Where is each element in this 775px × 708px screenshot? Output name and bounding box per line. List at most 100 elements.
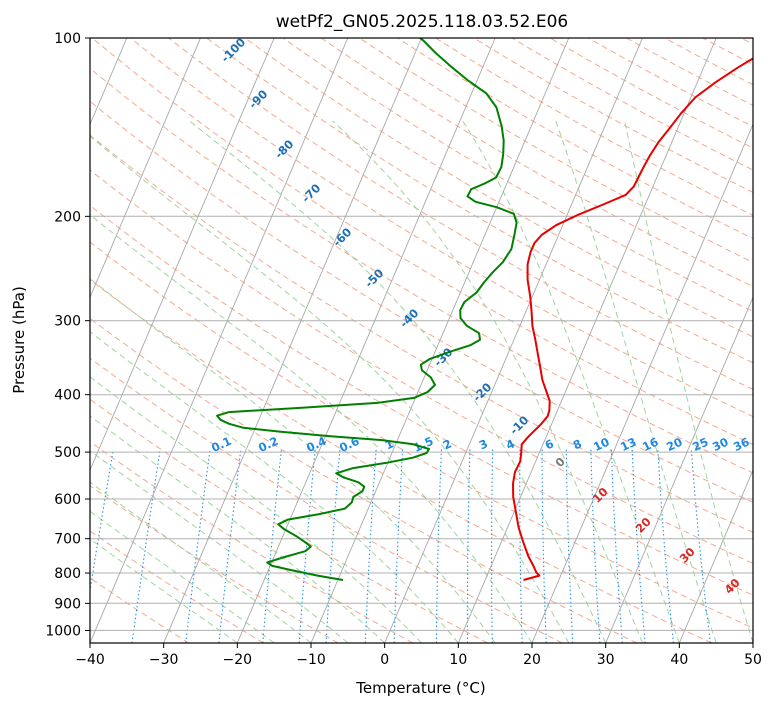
isotherm-line: [605, 296, 753, 643]
isotherm-line: [90, 38, 201, 299]
isotherm-line: [752, 641, 753, 643]
dry-adiabat-label: -80: [272, 137, 297, 162]
moist-adiabat-line: [90, 214, 533, 643]
dry-adiabat-line: [206, 38, 753, 364]
mixing-ratio-label: 10: [591, 435, 611, 454]
isotherm-line: [90, 38, 275, 472]
adiabat-labels: -100-90-80-70-60-50-40-30-20-10010203040…: [209, 35, 751, 597]
dewpoint-profile-line: [216, 38, 518, 581]
dry-adiabat-label: -60: [330, 225, 355, 250]
isotherm-line: [457, 38, 717, 643]
y-tick-label: 400: [54, 388, 81, 404]
dry-adiabat-line: [702, 38, 753, 65]
dry-adiabat-line: [90, 241, 753, 629]
moist-adiabat-line: [462, 120, 680, 643]
dry-adiabat-line: [90, 441, 414, 643]
x-tick-label: −10: [296, 652, 326, 668]
mixing-ratio-line: [490, 449, 494, 643]
y-tick-label: 700: [54, 532, 81, 548]
mixing-ratio-line: [519, 449, 523, 643]
mixing-ratio-line: [90, 449, 114, 595]
mixing-ratio-line: [657, 449, 674, 643]
mixing-ratio-line: [185, 449, 211, 643]
y-tick-label: 800: [54, 566, 81, 582]
dry-adiabat-line: [168, 38, 753, 390]
dry-adiabat-line: [435, 38, 753, 216]
x-tick-label: −40: [75, 652, 105, 668]
dry-adiabat-label: -100: [218, 35, 248, 65]
x-tick-label: 30: [597, 652, 615, 668]
mixing-ratio-line: [631, 449, 646, 643]
isotherm-line: [163, 38, 422, 643]
mixing-ratio-line: [565, 449, 574, 643]
x-tick-label: 40: [670, 652, 688, 668]
mixing-ratio-line: [218, 449, 242, 643]
moist-adiabat-line: [90, 376, 422, 643]
x-tick-label: −20: [223, 652, 253, 668]
dry-adiabat-line: [90, 398, 488, 643]
mixing-ratio-line: [435, 449, 443, 643]
moist-adiabat-line: [90, 450, 349, 643]
isotherm-line: [531, 123, 753, 643]
dry-adiabat-label: -90: [246, 87, 271, 112]
axis-ticks: −40 −30 −20 −10 0 10 20 30 40 5010020030040050060…: [45, 31, 762, 668]
x-tick-label: 20: [523, 652, 541, 668]
isotherm-line: [384, 38, 643, 643]
mixing-ratio-lines: [90, 449, 711, 643]
y-tick-label: 300: [54, 314, 81, 330]
dry-adiabat-line: [90, 577, 190, 643]
dry-adiabat-line: [90, 357, 563, 643]
x-axis-label: Temperature (°C): [355, 679, 485, 697]
x-tick-label: 50: [744, 652, 762, 668]
dry-adiabat-line: [549, 38, 753, 149]
dry-adiabat-label: -70: [299, 181, 324, 206]
mixing-ratio-label: 20: [664, 435, 684, 454]
mixing-ratio-label: 25: [690, 435, 710, 454]
moist-adiabat-line: [90, 278, 496, 643]
mixing-ratio-label: 30: [710, 435, 730, 454]
x-tick-label: −30: [149, 652, 179, 668]
dry-adiabat-line: [90, 67, 753, 474]
mixing-ratio-line: [325, 449, 341, 643]
y-tick-label: 100: [54, 31, 81, 47]
isobars: [90, 38, 753, 631]
y-tick-label: 1000: [45, 623, 81, 639]
background-lines: [90, 38, 753, 643]
dry-adiabat-line: [90, 317, 638, 643]
mixing-ratio-line: [393, 449, 404, 643]
mixing-ratio-label: 13: [618, 435, 638, 454]
moist-adiabat-line: [90, 510, 275, 643]
moist-adiabats: [90, 120, 753, 643]
temperature-profile-line: [512, 57, 753, 581]
isotherm-line: [678, 468, 753, 643]
dry-adiabat-line: [511, 38, 753, 171]
chart-title: wetPf2_GN05.2025.118.03.52.E06: [276, 12, 568, 32]
moist-adiabat-label: 20: [633, 515, 654, 536]
x-tick-label: 10: [449, 652, 467, 668]
isotherm-line: [310, 38, 570, 643]
mixing-ratio-line: [364, 449, 377, 643]
mixing-ratio-label: 8: [571, 436, 584, 452]
profiles: [216, 38, 753, 581]
mixing-ratio-line: [131, 449, 161, 643]
y-tick-label: 500: [54, 445, 81, 461]
moist-adiabat-label: 30: [677, 545, 698, 566]
isotherms: [90, 38, 753, 643]
y-tick-label: 600: [54, 492, 81, 508]
moist-adiabat-label: 40: [722, 576, 743, 597]
dry-adiabats: [90, 38, 753, 643]
dry-adiabat-label: -10: [507, 413, 532, 438]
moist-adiabat-line: [555, 120, 717, 643]
isotherm-line: [90, 38, 349, 643]
moist-adiabat-line: [90, 415, 386, 643]
dry-adiabat-line: [282, 38, 753, 313]
dry-adiabat-line: [359, 38, 753, 263]
dry-adiabat-label: -40: [397, 306, 422, 331]
y-tick-label: 200: [54, 209, 81, 225]
dry-adiabat-line: [90, 169, 753, 564]
dry-adiabat-line: [90, 204, 753, 596]
dry-adiabat-line: [130, 38, 753, 418]
moist-adiabat-line: [90, 331, 459, 643]
dry-adiabat-line: [90, 279, 712, 643]
